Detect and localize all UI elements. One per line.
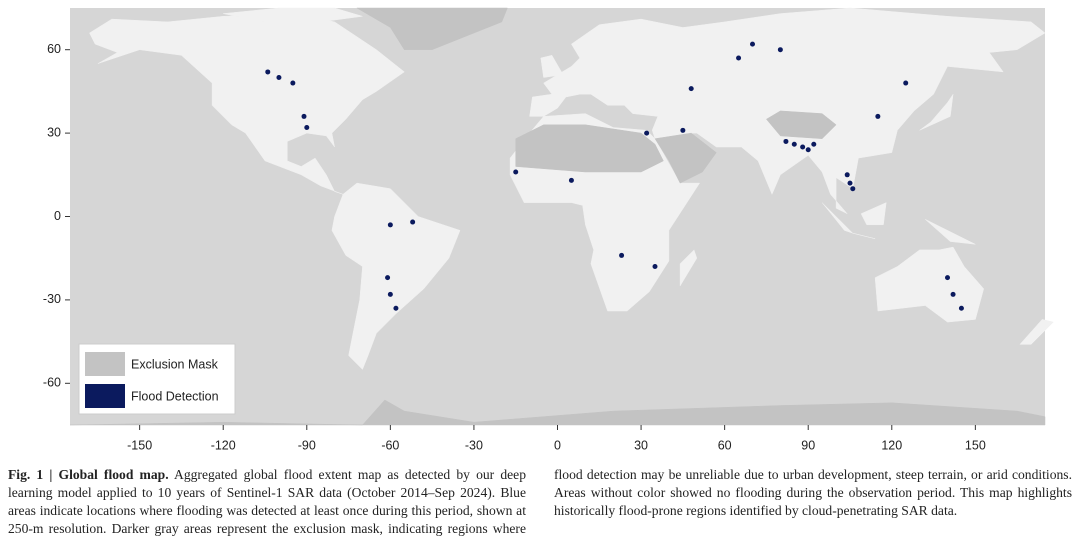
arctic-islands: [223, 7, 363, 23]
caption-label: Fig. 1 | Global flood map.: [8, 467, 169, 482]
flood-area: [652, 264, 658, 270]
x-tick-label: 120: [881, 438, 902, 452]
y-tick-label: 30: [47, 125, 61, 139]
flood-area: [301, 113, 307, 119]
x-tick-label: -150: [127, 438, 152, 452]
greenland: [355, 7, 508, 50]
flood-area: [850, 186, 856, 192]
java: [852, 232, 876, 239]
flood-area: [811, 141, 817, 147]
x-tick-label: 90: [801, 438, 815, 452]
y-tick-label: -60: [43, 376, 61, 390]
south-america: [331, 182, 461, 370]
y-tick-label: 60: [47, 42, 61, 56]
eurasia: [529, 7, 1046, 214]
sahara: [515, 124, 664, 173]
legend-swatch: [85, 384, 125, 408]
caption-text: Aggregated global flood extent map as de…: [8, 467, 1072, 536]
flood-area: [736, 55, 742, 61]
x-tick-label: -30: [465, 438, 483, 452]
land: [69, 7, 1054, 426]
x-tick-label: 0: [554, 438, 561, 452]
x-tick-label: 150: [965, 438, 986, 452]
flood-area: [750, 41, 755, 47]
y-tick-label: -30: [43, 292, 61, 306]
antarctica: [69, 399, 1046, 426]
flood-area: [265, 69, 271, 75]
axes: -150 -120 -90 -60 -30 0 30 60 90 120 150 60 30 0 -30 -6…: [43, 42, 986, 452]
tibet: [766, 110, 837, 139]
flood-area: [304, 125, 310, 131]
flood-area: [513, 169, 519, 175]
flood-area: [387, 222, 393, 228]
flood-area: [875, 113, 881, 119]
new-zealand: [1019, 319, 1054, 345]
flood-area: [568, 177, 574, 183]
australia: [874, 246, 984, 323]
britain: [540, 55, 564, 78]
flood-area: [805, 147, 811, 153]
sumatra: [821, 202, 853, 234]
legend-swatch: [85, 352, 125, 376]
x-tick-label: -90: [298, 438, 316, 452]
flood-area: [276, 75, 282, 80]
flood-area: [410, 219, 416, 225]
borneo: [860, 202, 887, 226]
flood-area: [800, 144, 806, 150]
flood-area: [688, 86, 694, 92]
x-tick-label: -120: [211, 438, 236, 452]
flood-area: [385, 275, 391, 281]
flood-area: [903, 80, 909, 86]
flood-area: [783, 138, 789, 144]
arabia: [654, 132, 717, 184]
flood-area: [791, 141, 797, 147]
flood-area: [945, 275, 950, 281]
flood-area: [958, 305, 964, 311]
flood-area: [290, 80, 296, 86]
flood-area: [777, 47, 783, 53]
flood-area: [847, 180, 853, 186]
figure: -150 -120 -90 -60 -30 0 30 60 90 120 150 60 30 0 -30 -6…: [43, 7, 1054, 452]
caption: Fig. 1 | Global flood map. Aggregated gl…: [8, 466, 1072, 550]
new-guinea: [925, 219, 976, 245]
legend-label: Exclusion Mask: [131, 357, 219, 371]
flood-area: [393, 305, 399, 311]
x-tick-label: 30: [634, 438, 648, 452]
madagascar: [679, 249, 698, 287]
legend-label: Flood Detection: [131, 389, 219, 403]
x-tick-label: 60: [718, 438, 732, 452]
flood-area: [680, 127, 686, 133]
y-tick-label: 0: [54, 209, 61, 223]
flood-area: [950, 291, 956, 297]
japan: [919, 94, 954, 131]
flood-area: [844, 172, 850, 178]
x-tick-label: -60: [381, 438, 399, 452]
flood-area: [644, 130, 650, 136]
flood-area: [387, 291, 393, 297]
flood-area: [619, 252, 625, 258]
legend: Exclusion Mask Flood Detection: [78, 343, 236, 415]
north-america: [89, 13, 405, 195]
